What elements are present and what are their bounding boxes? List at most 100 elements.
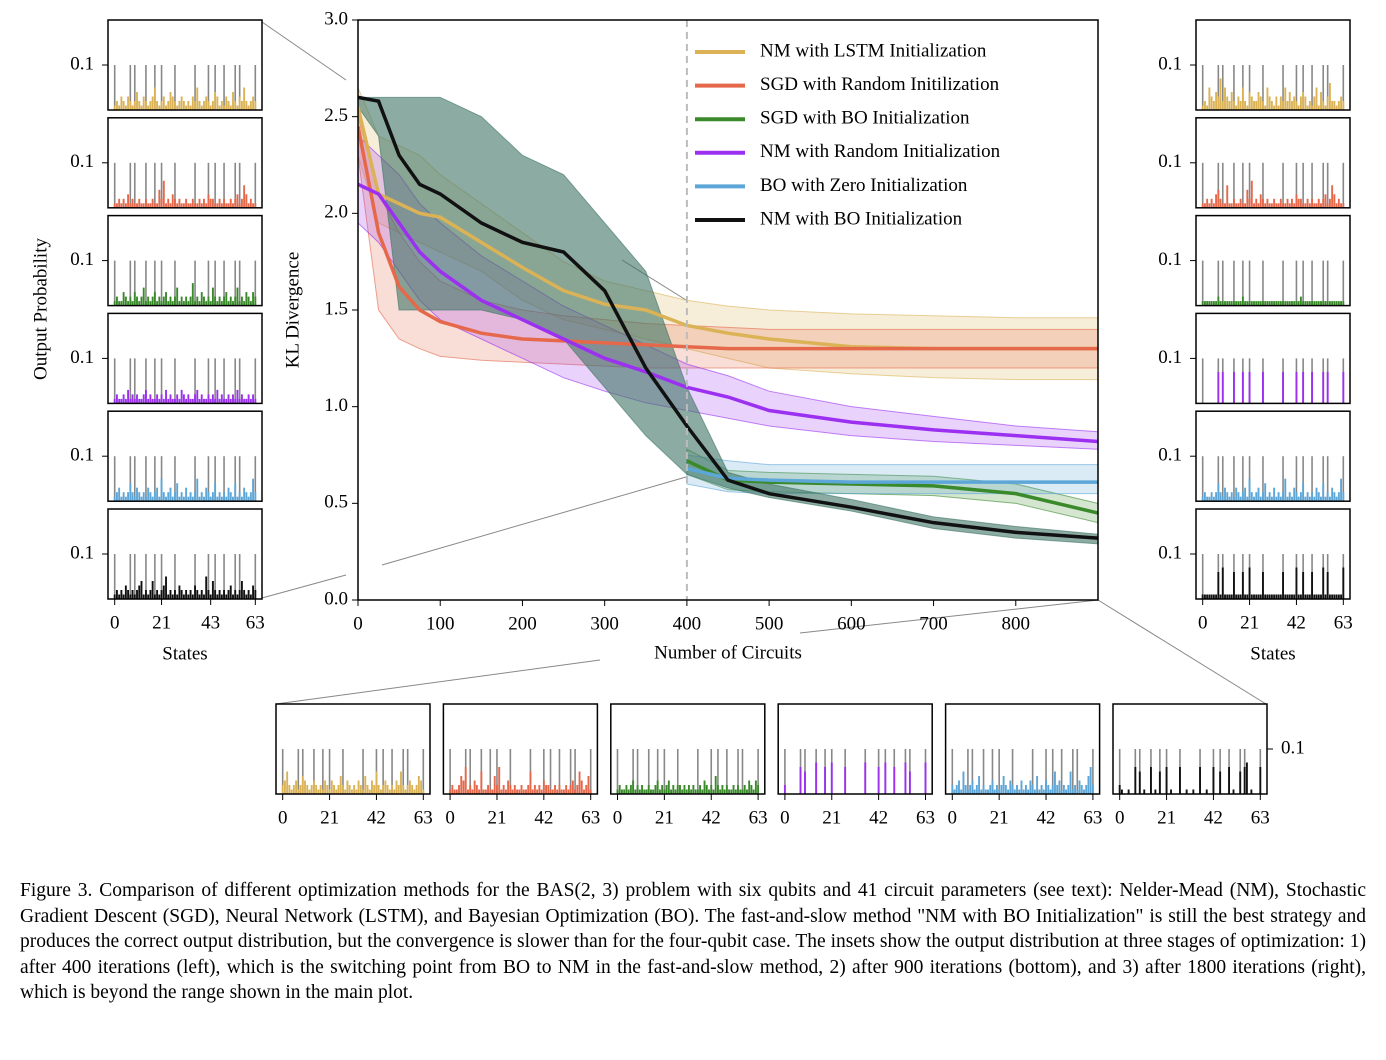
bar [1279, 594, 1282, 599]
bar [240, 394, 243, 404]
bar [1282, 371, 1284, 404]
bar [417, 776, 420, 794]
bar [893, 767, 896, 794]
bar [1228, 496, 1231, 502]
x-tick-label: 0 [110, 612, 120, 633]
bar [1306, 492, 1309, 502]
bar [1237, 301, 1240, 306]
bar [149, 394, 152, 404]
bar [234, 590, 237, 599]
bar [1244, 487, 1247, 502]
bar [625, 785, 628, 794]
bar [638, 789, 641, 794]
bar [180, 96, 183, 110]
bar [482, 789, 485, 794]
bar [1203, 594, 1206, 599]
bar [138, 101, 141, 110]
bar [178, 496, 181, 502]
bar [200, 492, 203, 502]
bar [1315, 301, 1318, 306]
bar [748, 780, 751, 794]
bar [220, 203, 223, 208]
bar [536, 789, 539, 794]
bar [1237, 492, 1240, 502]
bar [551, 789, 554, 794]
bar [1270, 594, 1273, 599]
bar [229, 492, 232, 502]
bar [1262, 301, 1264, 306]
bar [189, 398, 192, 404]
bar [643, 789, 646, 794]
bar [301, 776, 304, 794]
bar [153, 87, 156, 110]
bar [1270, 203, 1273, 208]
connector [261, 574, 347, 599]
bar [1208, 496, 1211, 502]
bar [167, 594, 170, 599]
bar [203, 296, 205, 306]
bar [162, 180, 165, 208]
bar [975, 785, 978, 794]
bar [211, 492, 214, 502]
bar [634, 789, 637, 794]
bar [667, 780, 670, 794]
bar [1007, 789, 1010, 794]
bar [160, 478, 163, 502]
bar [710, 785, 713, 794]
bar [998, 789, 1001, 794]
inset-frame [777, 703, 933, 795]
bar [1342, 301, 1345, 306]
bar [1118, 785, 1121, 794]
bar [1266, 301, 1269, 306]
bar [969, 785, 972, 794]
bar [147, 105, 150, 110]
bar [211, 101, 214, 110]
bar [1331, 301, 1334, 306]
bar [1313, 203, 1316, 208]
x-tick-label: 63 [581, 807, 600, 828]
bar [783, 785, 786, 794]
bar [243, 87, 246, 110]
bar [420, 780, 423, 794]
connector [799, 599, 1099, 634]
bar [1232, 572, 1235, 599]
bar [1295, 194, 1298, 208]
bar [191, 198, 194, 208]
bar [142, 492, 145, 502]
bar [1232, 789, 1235, 794]
bar [989, 785, 992, 794]
bar [647, 785, 650, 794]
bar [1179, 767, 1181, 794]
bar [153, 594, 156, 599]
y-tick-label: 0.0 [324, 588, 348, 609]
bar [1248, 567, 1251, 599]
bar [124, 296, 127, 306]
bar [211, 581, 214, 599]
bar [554, 785, 556, 794]
bar [716, 785, 719, 794]
bar [138, 198, 141, 208]
bar [661, 785, 664, 794]
bar [1056, 785, 1059, 794]
bar [908, 771, 911, 794]
bar [1201, 301, 1204, 306]
bar [641, 785, 643, 794]
bar [127, 96, 130, 110]
bar [632, 780, 635, 794]
bar [216, 96, 219, 110]
bar [180, 203, 183, 208]
bar [679, 785, 681, 794]
y-tick-label: 3.0 [324, 8, 348, 29]
bar [676, 785, 679, 794]
bar [1212, 101, 1215, 110]
bar [533, 785, 536, 794]
bar [209, 594, 212, 599]
bar [1331, 185, 1334, 208]
bar [339, 776, 342, 794]
bar [317, 789, 320, 794]
bar [618, 785, 621, 794]
bar [308, 789, 311, 794]
bar [1244, 301, 1247, 306]
bar [1230, 594, 1233, 599]
bar [182, 301, 185, 306]
